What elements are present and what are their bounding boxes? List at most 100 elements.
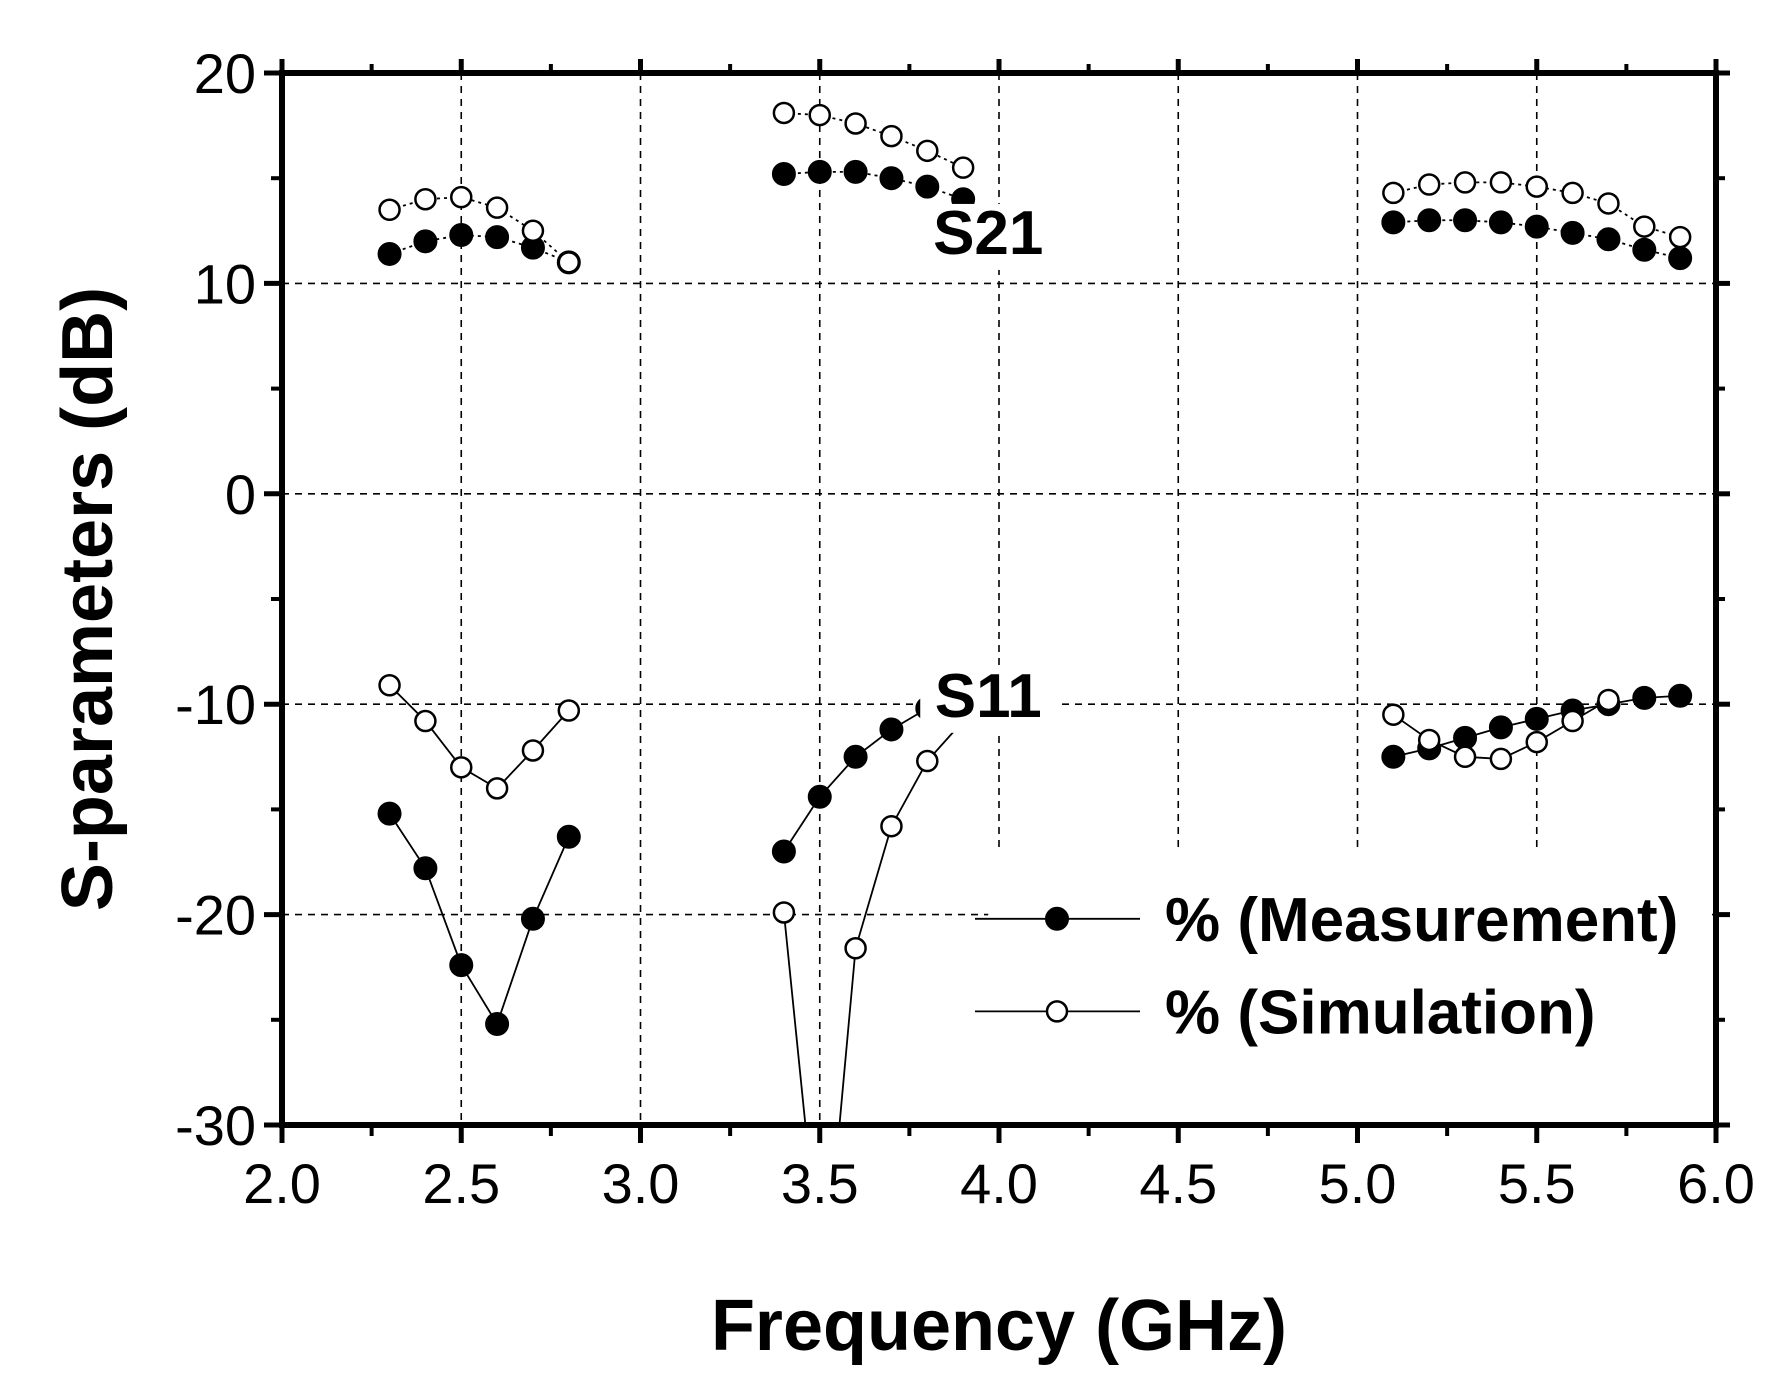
filled-point: [843, 744, 868, 769]
filled-point: [879, 717, 904, 742]
filled-point: [485, 1012, 510, 1037]
filled-point: [1632, 237, 1657, 262]
filled-point: [1596, 227, 1621, 252]
legend-label: % (Simulation): [1165, 978, 1596, 1047]
x-tick-label: 2.0: [243, 1152, 321, 1215]
y-tick-label: 10: [194, 252, 256, 315]
x-tick-label: 6.0: [1677, 1152, 1755, 1215]
filled-point: [1488, 210, 1513, 235]
legend-label: % (Measurement): [1165, 886, 1678, 955]
filled-point: [1524, 214, 1549, 239]
y-tick-label: 0: [225, 463, 256, 526]
filled-point: [1668, 246, 1693, 271]
filled-point: [1632, 685, 1657, 710]
open-point: [485, 777, 509, 800]
filled-point: [413, 229, 438, 254]
filled-point: [879, 166, 904, 191]
filled-point: [377, 241, 402, 266]
open-point: [414, 187, 437, 211]
open-point: [1417, 173, 1441, 196]
filled-point: [807, 784, 832, 809]
open-point: [378, 198, 401, 222]
filled-point: [449, 953, 474, 978]
data-markers: [377, 101, 1693, 1037]
tick-labels: 2.0 2.5 3.0 3.5 4.0 4.5 5.0 5.5 6.0 -30 -20 -10 0 10 2…: [175, 42, 1755, 1215]
x-tick-label: 4.5: [1139, 1152, 1217, 1215]
legend-marker-filled: [1045, 906, 1069, 931]
open-point: [1489, 747, 1513, 771]
open-point: [450, 756, 473, 779]
open-point: [1668, 225, 1692, 249]
axis-ticks: [264, 59, 1730, 1143]
open-point: [1561, 181, 1584, 205]
filled-point: [449, 223, 474, 248]
open-point: [772, 101, 796, 125]
open-point: [808, 103, 831, 127]
filled-point: [1668, 683, 1693, 708]
x-tick-label: 3.0: [602, 1152, 680, 1215]
open-point: [1633, 215, 1656, 238]
open-point: [1417, 728, 1441, 752]
annotations: S21 S11: [920, 199, 1057, 733]
open-point: [1525, 730, 1548, 754]
filled-point: [1560, 220, 1585, 245]
open-point: [450, 185, 473, 209]
open-point: [414, 709, 437, 733]
filled-point: [1381, 744, 1406, 769]
open-point: [772, 901, 796, 924]
open-point: [880, 814, 903, 838]
open-point: [951, 156, 975, 179]
filled-point: [413, 856, 438, 881]
filled-point: [1524, 706, 1549, 731]
open-point: [1525, 175, 1548, 198]
open-point: [1597, 688, 1620, 712]
open-point: [378, 674, 401, 697]
open-point: [521, 739, 545, 762]
filled-point: [377, 801, 402, 826]
open-point: [1382, 181, 1405, 205]
open-point: [844, 937, 867, 960]
filled-point: [807, 159, 832, 184]
open-point: [1453, 745, 1477, 769]
filled-point: [1453, 208, 1478, 233]
open-point: [880, 124, 903, 148]
filled-point: [1417, 208, 1442, 233]
filled-point: [771, 839, 796, 864]
x-tick-label: 5.0: [1319, 1152, 1397, 1215]
open-point: [1561, 709, 1584, 733]
series-line: [1393, 181, 1681, 238]
filled-point: [843, 159, 868, 184]
filled-point: [1488, 715, 1513, 740]
open-point: [844, 112, 867, 135]
filled-point: [485, 225, 510, 250]
open-point: [1382, 703, 1405, 726]
filled-point: [1381, 210, 1406, 235]
y-tick-label: -30: [175, 1094, 256, 1157]
filled-point: [556, 824, 581, 849]
annotation-background: [920, 666, 1057, 733]
open-point: [557, 699, 581, 722]
legend: % (Measurement) % (Simulation): [975, 886, 1678, 1047]
annotation-background: [920, 203, 1057, 270]
open-point: [521, 219, 545, 243]
x-axis-title: Frequency (GHz): [711, 1286, 1287, 1366]
y-axis-title: S-parameters (dB): [48, 287, 128, 911]
annotation-label: S21: [933, 199, 1043, 268]
y-tick-label: -10: [175, 673, 256, 736]
open-point: [1453, 171, 1477, 194]
open-point: [485, 196, 509, 219]
open-point: [1489, 171, 1513, 194]
open-point: [1597, 192, 1620, 215]
open-point: [916, 749, 939, 773]
y-tick-label: -20: [175, 884, 256, 947]
x-tick-label: 2.5: [422, 1152, 500, 1215]
filled-point: [771, 161, 796, 186]
x-tick-label: 3.5: [781, 1152, 859, 1215]
legend-marker-open: [1045, 1000, 1069, 1023]
annotation-label: S11: [935, 662, 1042, 731]
legend-background: [988, 847, 1712, 1121]
filled-point: [915, 174, 940, 199]
x-tick-label: 5.5: [1498, 1152, 1576, 1215]
